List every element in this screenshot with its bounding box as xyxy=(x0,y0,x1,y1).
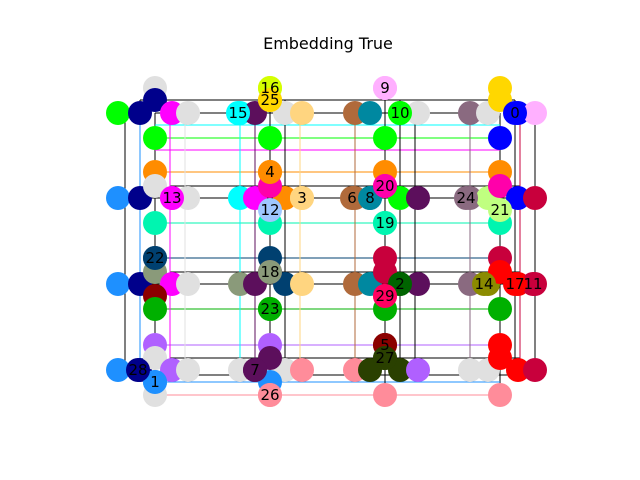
graph-node xyxy=(143,211,167,235)
node-label-28: 28 xyxy=(128,361,147,379)
graph-node-9 xyxy=(373,76,397,100)
graph-node xyxy=(458,101,482,125)
graph-node-26 xyxy=(258,383,282,407)
graph-node-labels: 0123456789101112131415161718192021222324… xyxy=(128,79,542,404)
graph-node xyxy=(176,358,200,382)
node-label-0: 0 xyxy=(510,104,520,122)
node-label-12: 12 xyxy=(260,201,279,219)
node-label-17: 17 xyxy=(505,275,524,293)
graph-node xyxy=(523,186,547,210)
graph-node xyxy=(290,101,314,125)
graph-node xyxy=(406,186,430,210)
node-label-26: 26 xyxy=(260,386,279,404)
graph-node-25 xyxy=(258,88,282,112)
graph-node xyxy=(523,358,547,382)
graph-node-17 xyxy=(503,272,527,296)
node-label-18: 18 xyxy=(260,263,279,281)
graph-node-1 xyxy=(143,370,167,394)
graph-node xyxy=(106,272,130,296)
graph-node-20 xyxy=(373,174,397,198)
node-label-14: 14 xyxy=(474,275,493,293)
graph-node xyxy=(106,358,130,382)
graph-node-12 xyxy=(258,198,282,222)
graph-node xyxy=(290,358,314,382)
figure-title: Embedding True xyxy=(263,34,393,53)
node-label-20: 20 xyxy=(375,177,394,195)
graph-node xyxy=(176,101,200,125)
graph-node xyxy=(406,358,430,382)
node-label-15: 15 xyxy=(228,104,247,122)
graph-node-24 xyxy=(454,186,478,210)
graph-node xyxy=(106,186,130,210)
graph-node xyxy=(506,186,530,210)
graph-node-23 xyxy=(258,297,282,321)
node-label-4: 4 xyxy=(265,163,275,181)
graph-node-7 xyxy=(243,358,267,382)
graph-edges xyxy=(124,88,536,396)
node-label-16: 16 xyxy=(260,79,279,97)
node-label-7: 7 xyxy=(250,361,260,379)
graph-node-4 xyxy=(258,160,282,184)
graph-node xyxy=(488,126,512,150)
graph-node-18 xyxy=(258,260,282,284)
node-label-27: 27 xyxy=(375,349,394,367)
node-label-1: 1 xyxy=(150,373,160,391)
graph-node xyxy=(458,358,482,382)
node-label-29: 29 xyxy=(375,287,394,305)
graph-node-22 xyxy=(143,246,167,270)
graph-node-28 xyxy=(126,358,150,382)
node-label-2: 2 xyxy=(395,275,405,293)
node-label-22: 22 xyxy=(145,249,164,267)
node-label-3: 3 xyxy=(297,189,307,207)
node-label-10: 10 xyxy=(390,104,409,122)
node-label-8: 8 xyxy=(365,189,375,207)
node-label-23: 23 xyxy=(260,300,279,318)
graph-nodes xyxy=(106,76,547,407)
graph-node xyxy=(143,297,167,321)
graph-node-0 xyxy=(503,101,527,125)
graph-node-11 xyxy=(521,272,545,296)
graph-node xyxy=(143,346,167,370)
node-label-11: 11 xyxy=(523,275,542,293)
node-label-6: 6 xyxy=(347,189,357,207)
graph-node xyxy=(488,383,512,407)
graph-node xyxy=(258,126,282,150)
node-label-24: 24 xyxy=(456,189,475,207)
graph-node xyxy=(488,346,512,370)
graph-node xyxy=(143,174,167,198)
graph-node xyxy=(406,272,430,296)
node-label-9: 9 xyxy=(380,79,390,97)
graph-node xyxy=(176,272,200,296)
graph-node-19 xyxy=(373,211,397,235)
node-label-19: 19 xyxy=(375,214,394,232)
graph-node-13 xyxy=(160,186,184,210)
graph-node xyxy=(506,358,530,382)
node-label-13: 13 xyxy=(162,189,181,207)
graph-node xyxy=(143,88,167,112)
graph-node-21 xyxy=(488,198,512,222)
graph-node xyxy=(488,297,512,321)
graph-node-29 xyxy=(373,284,397,308)
node-label-25: 25 xyxy=(260,91,279,109)
graph-node xyxy=(373,383,397,407)
graph-node xyxy=(358,101,382,125)
graph-node-3 xyxy=(290,186,314,210)
graph-node xyxy=(106,101,130,125)
graph-node xyxy=(373,126,397,150)
graph-node xyxy=(488,174,512,198)
node-label-5: 5 xyxy=(380,336,390,354)
graph-node xyxy=(290,272,314,296)
graph-node-6 xyxy=(340,186,364,210)
graph-node-10 xyxy=(388,101,412,125)
graph-node-14 xyxy=(472,272,496,296)
graph-node-27 xyxy=(373,346,397,370)
graph-node xyxy=(143,126,167,150)
graph-node xyxy=(523,101,547,125)
node-label-21: 21 xyxy=(490,201,509,219)
graph-node xyxy=(406,101,430,125)
graph-node-15 xyxy=(226,101,250,125)
